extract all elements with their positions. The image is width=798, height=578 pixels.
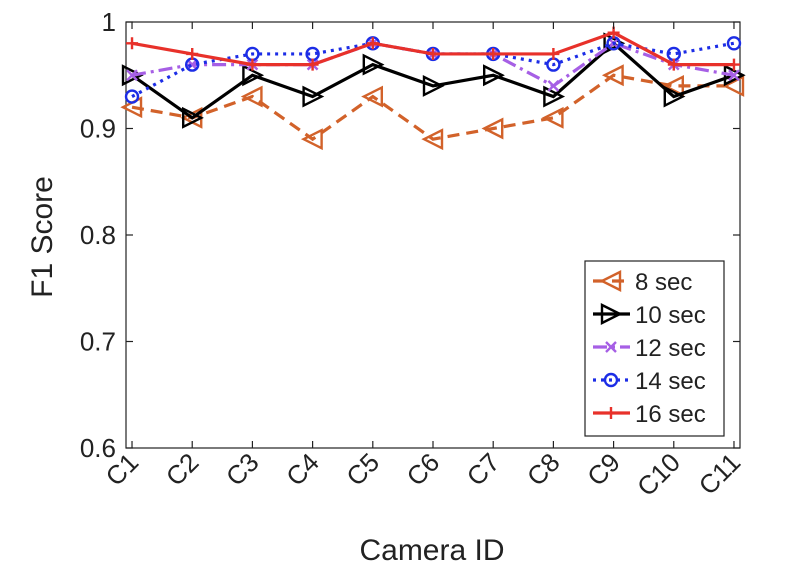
data-point bbox=[422, 74, 445, 97]
y-tick-label: 0.8 bbox=[80, 220, 116, 250]
data-point bbox=[366, 37, 379, 50]
data-point bbox=[547, 47, 560, 60]
data-point bbox=[667, 58, 680, 71]
series-8-sec bbox=[120, 64, 745, 151]
data-point bbox=[246, 58, 259, 71]
y-axis-title: F1 Score bbox=[26, 176, 59, 298]
data-point bbox=[362, 53, 385, 76]
x-tick-label: C3 bbox=[220, 447, 265, 492]
data-point bbox=[663, 85, 686, 108]
data-point bbox=[427, 47, 439, 60]
x-tick-label: C7 bbox=[461, 447, 506, 492]
x-tick-label: C11 bbox=[693, 447, 747, 501]
data-point bbox=[302, 85, 325, 108]
legend: 8 sec 10 sec 12 sec 14 sec 16 sec bbox=[584, 260, 725, 437]
data-point bbox=[126, 69, 138, 82]
x-tick-label: C8 bbox=[521, 447, 566, 492]
data-point bbox=[605, 341, 617, 353]
data-point bbox=[662, 74, 684, 97]
legend-label: 12 sec bbox=[635, 335, 706, 362]
data-point bbox=[728, 69, 740, 82]
x-tick-label: C5 bbox=[340, 447, 385, 492]
data-point bbox=[722, 74, 745, 97]
legend-entry: 12 sec bbox=[593, 335, 706, 362]
x-tick-label: C10 bbox=[631, 447, 686, 502]
legend-entry: 14 sec bbox=[593, 368, 706, 395]
y-tick-label: 0.7 bbox=[80, 327, 116, 357]
data-point bbox=[726, 36, 742, 51]
legend-entry: 16 sec bbox=[593, 401, 706, 428]
data-point bbox=[421, 128, 444, 151]
data-point bbox=[487, 47, 500, 60]
y-tick-label: 0.9 bbox=[80, 114, 116, 144]
legend-label: 16 sec bbox=[635, 401, 706, 428]
data-point bbox=[182, 106, 204, 129]
data-point bbox=[121, 64, 144, 87]
data-point bbox=[601, 64, 624, 87]
data-point bbox=[240, 85, 263, 108]
data-point bbox=[599, 270, 622, 292]
data-point bbox=[300, 128, 323, 151]
legend-label: 8 sec bbox=[635, 269, 692, 296]
legend-entry: 10 sec bbox=[593, 302, 706, 329]
data-point bbox=[306, 58, 319, 71]
data-point bbox=[603, 372, 619, 388]
data-point bbox=[242, 64, 265, 87]
data-point bbox=[603, 32, 626, 55]
x-tick-label: C9 bbox=[581, 447, 626, 492]
x-tick-label: C2 bbox=[160, 447, 205, 492]
data-point bbox=[186, 47, 199, 60]
data-point bbox=[126, 37, 139, 50]
y-tick-label: 1 bbox=[102, 7, 116, 37]
data-point bbox=[547, 80, 560, 92]
data-point bbox=[482, 64, 505, 87]
data-point bbox=[600, 303, 623, 325]
series-line bbox=[131, 41, 735, 120]
data-point bbox=[543, 85, 566, 108]
series-layer bbox=[120, 26, 746, 151]
legend-label: 14 sec bbox=[635, 368, 706, 395]
x-axis-title: Camera ID bbox=[359, 534, 504, 567]
data-point bbox=[186, 58, 199, 71]
data-point bbox=[124, 89, 140, 104]
series-16-sec bbox=[126, 26, 740, 71]
data-point bbox=[481, 117, 504, 140]
data-point bbox=[605, 407, 617, 419]
legend-label: 10 sec bbox=[635, 302, 706, 329]
x-tick-label: C4 bbox=[280, 447, 325, 492]
series-10-sec bbox=[121, 32, 746, 129]
data-point bbox=[727, 58, 740, 71]
data-point bbox=[361, 85, 384, 108]
series-line bbox=[131, 73, 734, 142]
data-point bbox=[541, 106, 564, 129]
y-tick-label: 0.6 bbox=[80, 433, 116, 463]
x-tick-label: C6 bbox=[401, 447, 446, 492]
legend-entry: 8 sec bbox=[593, 269, 692, 296]
